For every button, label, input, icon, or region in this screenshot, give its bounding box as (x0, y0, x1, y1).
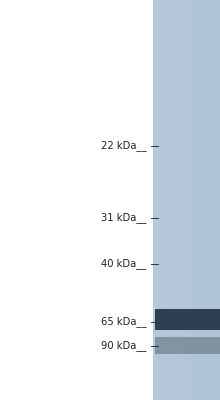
Text: 22 kDa__: 22 kDa__ (101, 140, 146, 152)
Text: 31 kDa__: 31 kDa__ (101, 212, 146, 224)
Bar (164, 0, 169, 400)
Text: 90 kDa__: 90 kDa__ (101, 340, 146, 352)
Bar (185, 0, 191, 400)
Bar (174, 0, 180, 400)
Bar (155, 337, 220, 354)
Bar (191, 0, 196, 400)
Text: 40 kDa__: 40 kDa__ (101, 258, 146, 270)
Bar (153, 0, 158, 400)
Text: 65 kDa__: 65 kDa__ (101, 316, 146, 328)
Bar (153, 0, 220, 400)
Bar (158, 0, 164, 400)
Bar (169, 0, 174, 400)
Bar (180, 0, 185, 400)
Bar (155, 309, 220, 330)
